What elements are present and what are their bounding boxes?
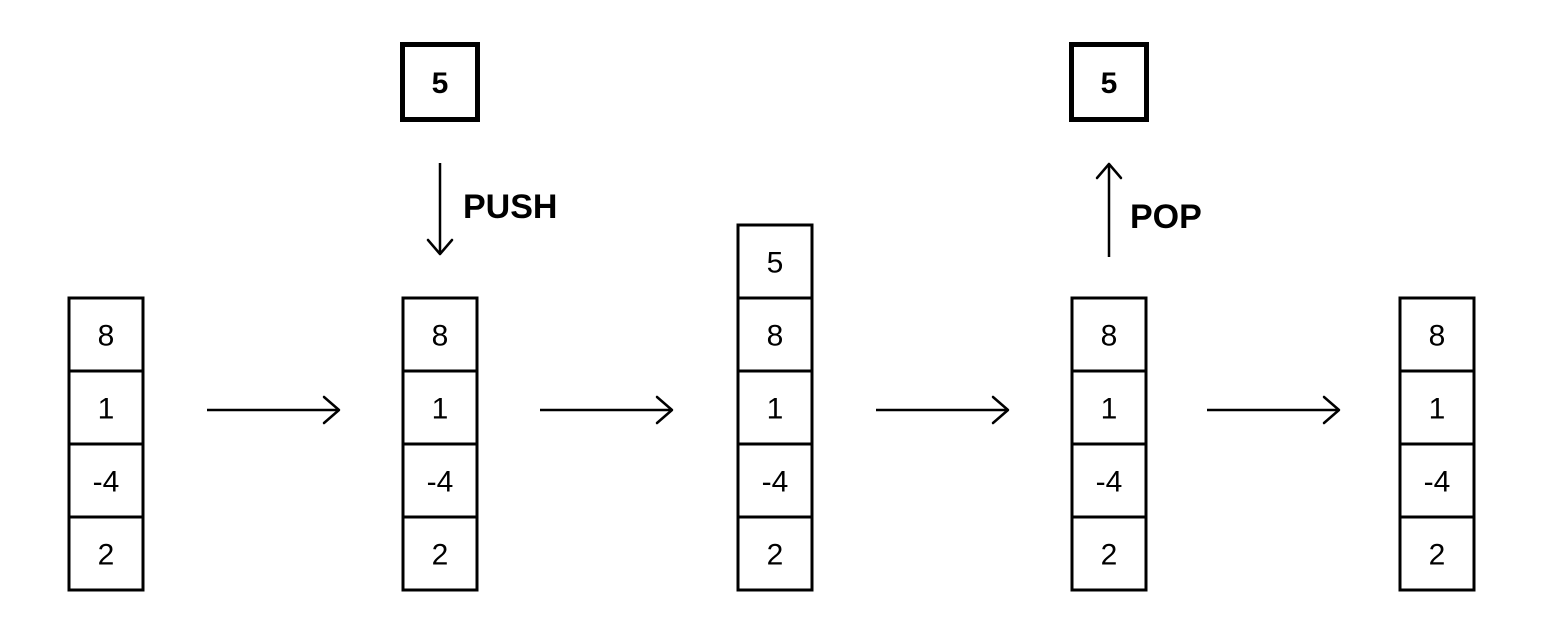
stack-cell-value: 1 <box>98 393 115 426</box>
stack-cell-value: 2 <box>432 539 449 572</box>
stack-cell <box>736 515 814 592</box>
stack-cell-value: -4 <box>93 466 120 499</box>
stack-cell-value: -4 <box>1424 466 1451 499</box>
stack-cell <box>736 369 814 446</box>
stack-cell <box>1398 442 1476 519</box>
stack-cell-value: 1 <box>432 393 449 426</box>
stack-after-push: 5 8 1 -4 2 <box>736 223 814 592</box>
transition-arrow-1 <box>207 395 341 425</box>
stack-cell-value: 1 <box>1101 393 1118 426</box>
stack-after-pop: 8 1 -4 2 <box>1398 296 1476 592</box>
stack-cell <box>736 442 814 519</box>
stack-cell-value: -4 <box>427 466 454 499</box>
stack-cell-value: -4 <box>1096 466 1123 499</box>
stack-cell-value: 1 <box>1429 393 1446 426</box>
transition-arrow-2 <box>540 395 674 425</box>
push-value-box <box>400 42 480 122</box>
stack-cell <box>67 515 145 592</box>
transition-arrow-3 <box>876 395 1010 425</box>
stack-cell-value: 8 <box>1429 320 1446 353</box>
stack-before-push: 8 1 -4 2 <box>401 296 479 592</box>
pop-value-box <box>1069 42 1149 122</box>
stack-cell-value: 2 <box>98 539 115 572</box>
stack-cell <box>1070 515 1148 592</box>
stack-cell-value: 2 <box>767 539 784 572</box>
stack-cell-value: 2 <box>1101 539 1118 572</box>
stack-cell <box>1070 442 1148 519</box>
pop-arrow-up <box>1095 162 1123 257</box>
pop-value: 5 <box>1101 67 1118 100</box>
stack-cell <box>736 296 814 373</box>
pop-operation: 5 POP <box>1069 42 1202 257</box>
stack-cell-value: 2 <box>1429 539 1446 572</box>
stack-cell <box>401 369 479 446</box>
stack-initial: 8 1 -4 2 <box>67 296 145 592</box>
stack-cell <box>1398 515 1476 592</box>
push-arrow-down <box>426 163 454 256</box>
stack-cell-value: -4 <box>762 466 789 499</box>
push-label: PUSH <box>463 188 557 226</box>
transition-arrow-4 <box>1207 395 1341 425</box>
stack-before-pop: 8 1 -4 2 <box>1070 296 1148 592</box>
stack-cell-value: 8 <box>767 320 784 353</box>
push-operation: 5 PUSH <box>400 42 557 256</box>
stack-cell-value: 1 <box>767 393 784 426</box>
pop-label: POP <box>1130 198 1202 236</box>
stack-cell-value: 8 <box>432 320 449 353</box>
stack-cell <box>401 515 479 592</box>
stack-cell-value: 8 <box>1101 320 1118 353</box>
stack-cell <box>1070 296 1148 373</box>
stack-cell <box>1398 369 1476 446</box>
stack-cell-value: 5 <box>767 247 784 280</box>
push-value: 5 <box>432 67 449 100</box>
stack-cell-value: 8 <box>98 320 115 353</box>
